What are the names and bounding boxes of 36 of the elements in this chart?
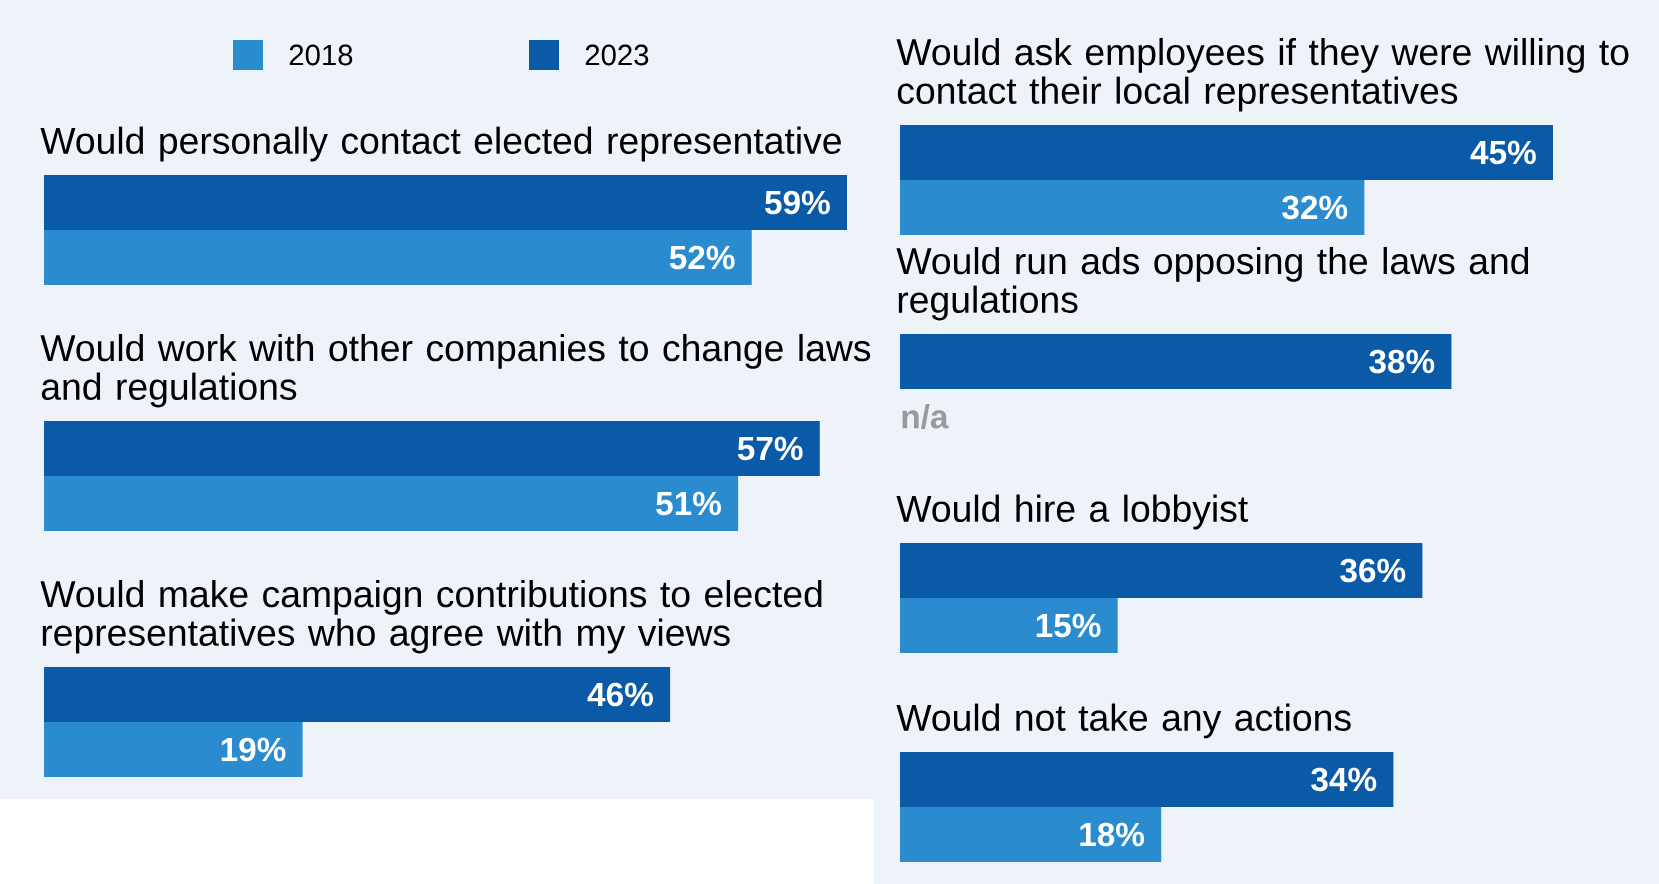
bar xyxy=(900,334,1452,389)
y-tick-label: Would ask employees if they were willing to contact their local representatives xyxy=(896,37,1629,112)
bar xyxy=(44,667,671,722)
data-label: 18% xyxy=(1080,822,1145,847)
data-label: 45% xyxy=(1470,140,1536,165)
y-tick-label: Would make campaign contributions to elected representatives who agree with my views xyxy=(40,579,822,654)
data-label: 32% xyxy=(1282,195,1348,220)
bar xyxy=(900,542,1423,598)
bar xyxy=(44,722,303,777)
bar xyxy=(44,175,847,230)
bar xyxy=(44,421,820,476)
data-label: 34% xyxy=(1311,767,1377,792)
y-tick-label: Would work with other companies to change laws and regulations xyxy=(40,333,871,408)
data-label: 38% xyxy=(1369,349,1435,374)
data-label: 46% xyxy=(587,682,653,707)
bar xyxy=(900,751,1394,807)
data-label: 36% xyxy=(1340,558,1406,583)
legend-label: 2023 xyxy=(585,44,649,66)
y-tick-label: Would hire a lobbyist xyxy=(896,494,1248,530)
y-tick-label: Would personally contact elected representative xyxy=(40,126,841,162)
data-label: 19% xyxy=(221,737,286,762)
legend-label: 2018 xyxy=(289,44,353,66)
data-label: 57% xyxy=(737,436,803,461)
bar xyxy=(900,180,1365,236)
data-label: 51% xyxy=(656,491,721,516)
data-label: 15% xyxy=(1036,613,1101,638)
bar xyxy=(900,125,1554,180)
bar xyxy=(900,807,1162,862)
data-label: 59% xyxy=(765,190,830,215)
y-tick-label: Would run ads opposing the laws and regulations xyxy=(896,246,1529,321)
bar xyxy=(900,598,1118,653)
data-label: 52% xyxy=(669,245,735,270)
bar xyxy=(44,230,752,285)
y-tick-label: Would not take any actions xyxy=(896,703,1351,739)
text: n/a xyxy=(902,404,949,429)
bar xyxy=(44,476,739,531)
